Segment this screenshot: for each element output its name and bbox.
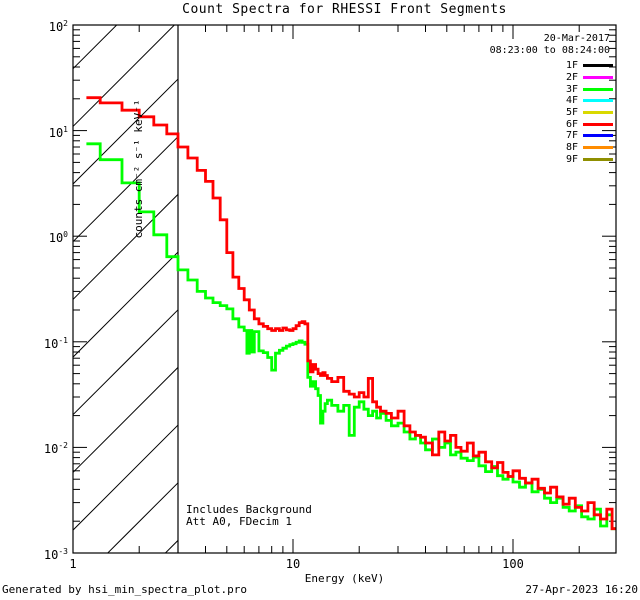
x-tick-label: 100 (502, 557, 524, 571)
legend-item: 3F (566, 83, 613, 95)
legend-color-line (583, 87, 613, 91)
legend-item: 5F (566, 107, 613, 119)
legend-item-label: 6F (565, 118, 578, 130)
y-tick-label: 100 (48, 230, 68, 246)
legend-color-line (583, 99, 613, 103)
legend-item: 4F (566, 95, 613, 107)
observation-date: 20-Mar-2017 (543, 33, 610, 44)
legend-item-label: 4F (565, 95, 578, 107)
legend-item-label: 5F (565, 107, 578, 119)
x-axis-label: Energy (keV) (304, 572, 385, 585)
y-axis-label: counts cm⁻² s⁻¹ keV⁻¹ (132, 99, 145, 239)
page-title: Count Spectra for RHESSI Front Segments (182, 2, 507, 17)
y-tick-label: 10-2 (43, 441, 68, 457)
legend-color-line (583, 122, 613, 126)
legend-item: 8F (566, 142, 613, 154)
observation-time-range: 08:23:00 to 08:24:00 (489, 45, 610, 56)
legend-color-line (583, 76, 613, 80)
x-tick-label: 10 (285, 557, 301, 571)
legend-item-label: 2F (565, 72, 578, 84)
generated-by-text: Generated by hsi_min_spectra_plot.pro (2, 583, 248, 596)
legend-color-line (583, 146, 613, 150)
legend-item-label: 9F (565, 153, 578, 165)
generation-timestamp: 27-Apr-2023 16:20 (525, 583, 638, 596)
y-tick-label: 10-3 (43, 547, 68, 562)
legend-item: 9F (566, 154, 613, 166)
legend-item: 6F (566, 118, 613, 130)
legend-color-line (583, 111, 613, 115)
detector-legend: 1F 2F 3F 4F 5F 6F 7F 8F 9F (566, 60, 613, 165)
legend-item-label: 3F (565, 83, 578, 95)
note-includes-background: Includes Background (186, 503, 312, 516)
legend-item: 7F (566, 130, 613, 142)
x-tick-label: 1 (69, 557, 77, 571)
legend-color-line (583, 157, 613, 161)
y-tick-label: 101 (48, 124, 68, 140)
legend-item-label: 7F (565, 130, 578, 142)
legend-item: 2F (566, 72, 613, 84)
note-attenuator-state: Att A0, FDecim 1 (186, 515, 292, 528)
y-tick-label: 102 (48, 19, 68, 34)
legend-color-line (583, 134, 613, 138)
y-tick-label: 10-1 (43, 335, 68, 351)
legend-item-label: 8F (565, 142, 578, 154)
legend-item: 1F (566, 60, 613, 72)
legend-color-line (583, 64, 613, 68)
legend-item-label: 1F (565, 60, 578, 72)
